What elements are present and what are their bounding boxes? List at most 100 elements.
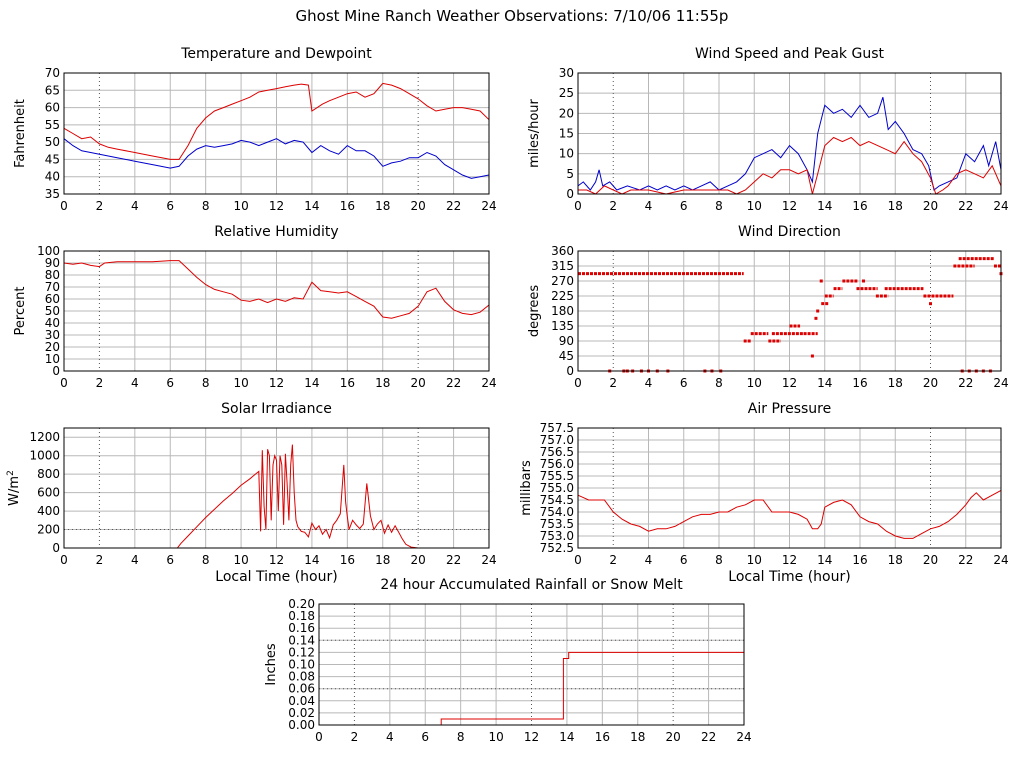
y-tick-label: 0.20 [288, 597, 315, 611]
y-tick-label: 30 [559, 66, 574, 80]
y-tick-label: 70 [45, 66, 60, 80]
x-tick-label: 18 [375, 553, 390, 567]
direction-point [810, 354, 814, 358]
y-tick-label: 60 [45, 101, 60, 115]
x-tick-label: 18 [630, 730, 645, 744]
y-axis-label: Percent [13, 287, 28, 336]
x-tick-label: 10 [747, 199, 762, 213]
plot-frame [577, 72, 1002, 195]
y-tick-label: 20 [45, 340, 60, 354]
x-tick-label: 22 [446, 199, 461, 213]
y-tick-label: 30 [45, 328, 60, 342]
x-tick-label: 24 [993, 553, 1008, 567]
y-axis-label: millibars [519, 460, 534, 516]
x-tick-label: 16 [340, 376, 355, 390]
y-tick-label: 753.0 [540, 529, 574, 543]
y-tick-label: 753.5 [540, 517, 574, 531]
y-tick-label: 0.12 [288, 645, 315, 659]
direction-point [814, 316, 818, 320]
x-tick-label: 2 [609, 553, 617, 567]
x-tick-label: 10 [233, 376, 248, 390]
y-tick-label: 25 [559, 86, 574, 100]
plot-frame [577, 427, 1002, 549]
direction-point [819, 279, 823, 283]
x-tick-label: 24 [481, 199, 496, 213]
x-tick-label: 6 [421, 730, 429, 744]
x-tick-label: 20 [923, 199, 938, 213]
y-tick-label: 40 [45, 170, 60, 184]
y-tick-label: 0.04 [288, 694, 315, 708]
y-tick-label: 0 [52, 541, 60, 555]
chart-title: Wind Direction [738, 224, 841, 240]
x-tick-label: 4 [645, 199, 653, 213]
x-tick-label: 12 [269, 553, 284, 567]
x-tick-label: 2 [351, 730, 359, 744]
y-tick-label: 1200 [29, 430, 60, 444]
x-tick-label: 12 [782, 376, 797, 390]
y-tick-label: 756.5 [540, 445, 574, 459]
x-tick-label: 20 [923, 376, 938, 390]
x-tick-label: 24 [481, 553, 496, 567]
rh-chart: 0 2 4 6 8 10 12 14 16 18 20 22 240102030405060708090… [13, 224, 497, 390]
y-tick-label: 1000 [29, 449, 60, 463]
pres-chart: 0 2 4 6 8 10 12 14 16 18 20 22 24752.5753.0753.5754.… [519, 401, 1009, 585]
y-tick-label: 10 [45, 352, 60, 366]
x-tick-label: 4 [131, 553, 139, 567]
x-tick-label: 0 [60, 376, 68, 390]
x-tick-label: 18 [375, 199, 390, 213]
y-tick-label: 60 [45, 292, 60, 306]
y-tick-label: 55 [45, 118, 60, 132]
x-tick-label: 0 [315, 730, 323, 744]
x-axis-label: Local Time (hour) [215, 569, 337, 585]
y-tick-label: 35 [45, 187, 60, 201]
y-tick-label: 45 [559, 349, 574, 363]
x-tick-label: 6 [166, 376, 174, 390]
y-tick-label: 752.5 [540, 541, 574, 555]
y-axis-label: degrees [527, 285, 542, 338]
y-tick-label: 0 [566, 364, 574, 378]
plot-frame [63, 72, 490, 195]
x-tick-label: 8 [715, 553, 723, 567]
x-tick-label: 12 [782, 553, 797, 567]
x-tick-label: 20 [666, 730, 681, 744]
x-tick-label: 10 [233, 199, 248, 213]
x-tick-label: 14 [559, 730, 574, 744]
direction-point [862, 279, 866, 283]
y-axis-label: W/m2 [6, 470, 22, 506]
y-tick-label: 50 [45, 304, 60, 318]
x-tick-label: 4 [645, 553, 653, 567]
x-tick-label: 16 [852, 199, 867, 213]
y-tick-label: 0.08 [288, 670, 315, 684]
y-tick-label: 225 [551, 289, 574, 303]
x-tick-label: 12 [782, 199, 797, 213]
y-tick-label: 5 [566, 167, 574, 181]
y-axis-label: Fahrenheit [13, 99, 28, 168]
y-tick-label: 800 [37, 467, 60, 481]
y-tick-label: 0.06 [288, 682, 315, 696]
y-tick-label: 360 [551, 244, 574, 258]
y-tick-label: 80 [45, 268, 60, 282]
x-tick-label: 16 [340, 199, 355, 213]
y-tick-label: 270 [551, 274, 574, 288]
page-title: Ghost Mine Ranch Weather Observations: 7… [295, 7, 729, 25]
y-tick-label: 0.18 [288, 609, 315, 623]
x-tick-label: 24 [481, 376, 496, 390]
x-tick-label: 4 [386, 730, 394, 744]
wind-series-1 [578, 136, 1002, 195]
x-tick-label: 20 [411, 553, 426, 567]
x-tick-label: 24 [736, 730, 751, 744]
solar-chart: 0 2 4 6 8 10 12 14 16 18 20 22 240200400600800100012… [6, 401, 497, 585]
plot-frame [318, 603, 745, 726]
x-tick-label: 8 [202, 376, 210, 390]
y-tick-label: 755.5 [540, 469, 574, 483]
x-tick-label: 10 [747, 376, 762, 390]
y-tick-label: 10 [559, 147, 574, 161]
x-tick-label: 0 [574, 199, 582, 213]
y-tick-label: 90 [559, 334, 574, 348]
x-tick-label: 0 [60, 199, 68, 213]
x-tick-label: 4 [131, 199, 139, 213]
direction-point [816, 309, 820, 313]
y-tick-label: 315 [551, 259, 574, 273]
x-tick-label: 0 [60, 553, 68, 567]
